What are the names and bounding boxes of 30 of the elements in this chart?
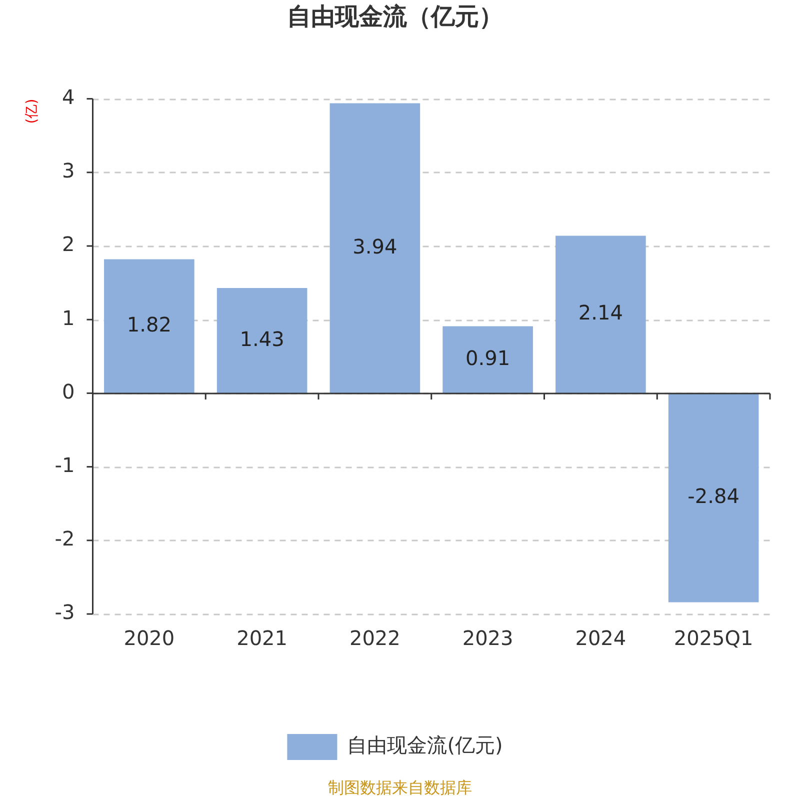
data-label: 1.82 [126,312,172,336]
text: 制图数据来自数据库 [327,778,473,799]
y-tick-label: -1 [54,453,75,478]
data-label: 3.94 [352,234,398,258]
y-tick-label: 0 [62,379,75,404]
y-tick-label: 1 [62,306,75,330]
x-tick-label: 2024 [575,626,626,650]
bar [104,259,194,394]
y-axis-title: (亿) [24,98,40,124]
data-label: 0.91 [466,346,510,370]
legend-label: 自由现金流(亿元) [347,733,503,758]
data-label: 1.43 [240,326,284,351]
data-label: 2.14 [578,300,623,325]
x-tick-label: 2022 [349,626,400,650]
y-tick-label: -3 [54,600,75,624]
x-tick-label: 2023 [462,626,514,650]
y-tick-label: -2 [54,526,75,551]
y-tick-label: 3 [62,158,75,183]
data-label: -2.84 [688,484,740,508]
y-tick-label: 2 [62,232,75,256]
x-tick-label: 2021 [236,626,288,650]
bar [216,288,308,394]
chart-title: 自由现金流（亿元） [287,2,503,31]
y-tick-label: 4 [62,85,75,110]
bar [442,326,533,394]
bar [668,393,759,602]
bar [556,236,646,394]
x-tick-label: 2020 [124,626,175,650]
x-tick-label: 2025Q1 [674,626,754,650]
bar [330,103,420,394]
